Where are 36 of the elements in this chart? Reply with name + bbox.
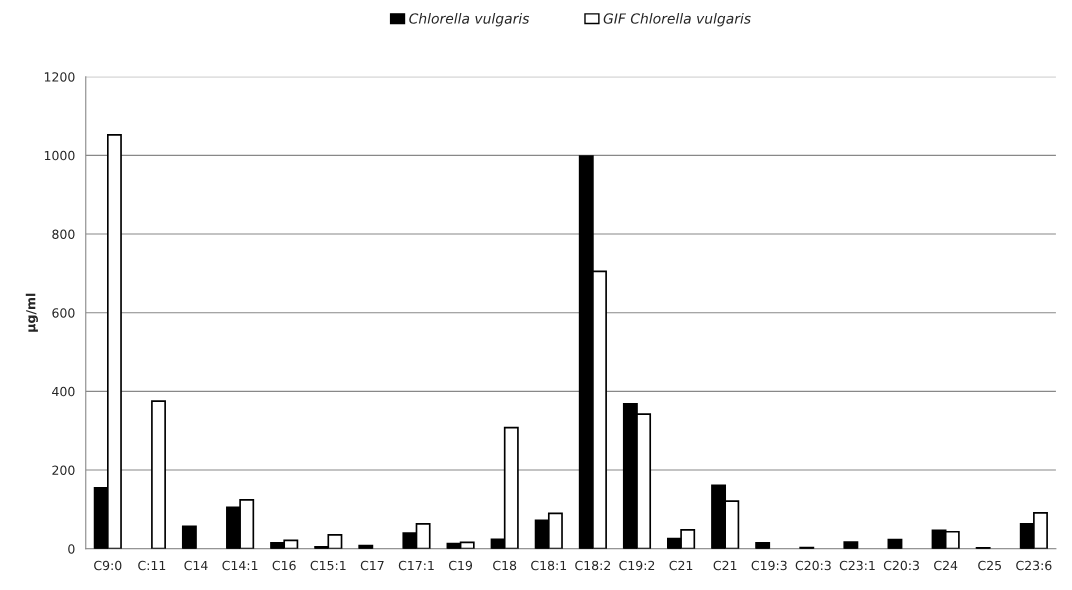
x-tick-label: C15:1	[310, 560, 346, 571]
y-tick-label: 800	[52, 229, 75, 239]
bar	[755, 541, 771, 549]
x-tick-label: C21	[669, 560, 693, 571]
x-tick-label: C19:3	[751, 560, 787, 571]
y-tick-label: 0	[68, 544, 75, 554]
x-tick-label: C18:1	[531, 560, 567, 571]
y-tick-label: 600	[52, 308, 75, 318]
y-tick-label: 200	[52, 465, 75, 475]
x-tick-label: C17	[360, 560, 384, 571]
y-axis-title: µg/ml	[25, 293, 38, 332]
bar	[181, 525, 197, 549]
x-tick-label: C18:2	[575, 560, 611, 571]
y-tick-label: 1200	[44, 72, 75, 82]
x-tick-label: C16	[272, 560, 296, 571]
x-tick-label: C25	[978, 560, 1001, 571]
x-tick-label: C23:1	[839, 560, 875, 571]
x-tick-label: C19:2	[619, 560, 655, 571]
x-tick-label: C19	[448, 560, 473, 571]
x-tick-label: C20:3	[883, 560, 919, 571]
x-tick-label: C17:1	[398, 560, 434, 571]
legend-label: GIF Chlorella vulgaris	[603, 13, 751, 27]
x-tick-label: C9:0	[94, 560, 122, 571]
x-tick-label: C:11	[138, 560, 166, 571]
x-tick-label: C21	[713, 560, 737, 571]
bar	[843, 541, 859, 549]
x-tick-label: C14:1	[222, 560, 258, 571]
y-tick-label: 1000	[44, 150, 75, 161]
bar	[151, 400, 166, 549]
legend-label: Chlorella vulgaris	[409, 13, 530, 27]
x-tick-label: C23:6	[1016, 560, 1052, 571]
y-tick-label: 400	[52, 386, 75, 397]
x-tick-label: C24	[934, 560, 958, 571]
x-tick-label: C20:3	[795, 560, 831, 571]
x-tick-label: C18	[493, 560, 517, 571]
x-tick-label: C14	[184, 560, 208, 571]
